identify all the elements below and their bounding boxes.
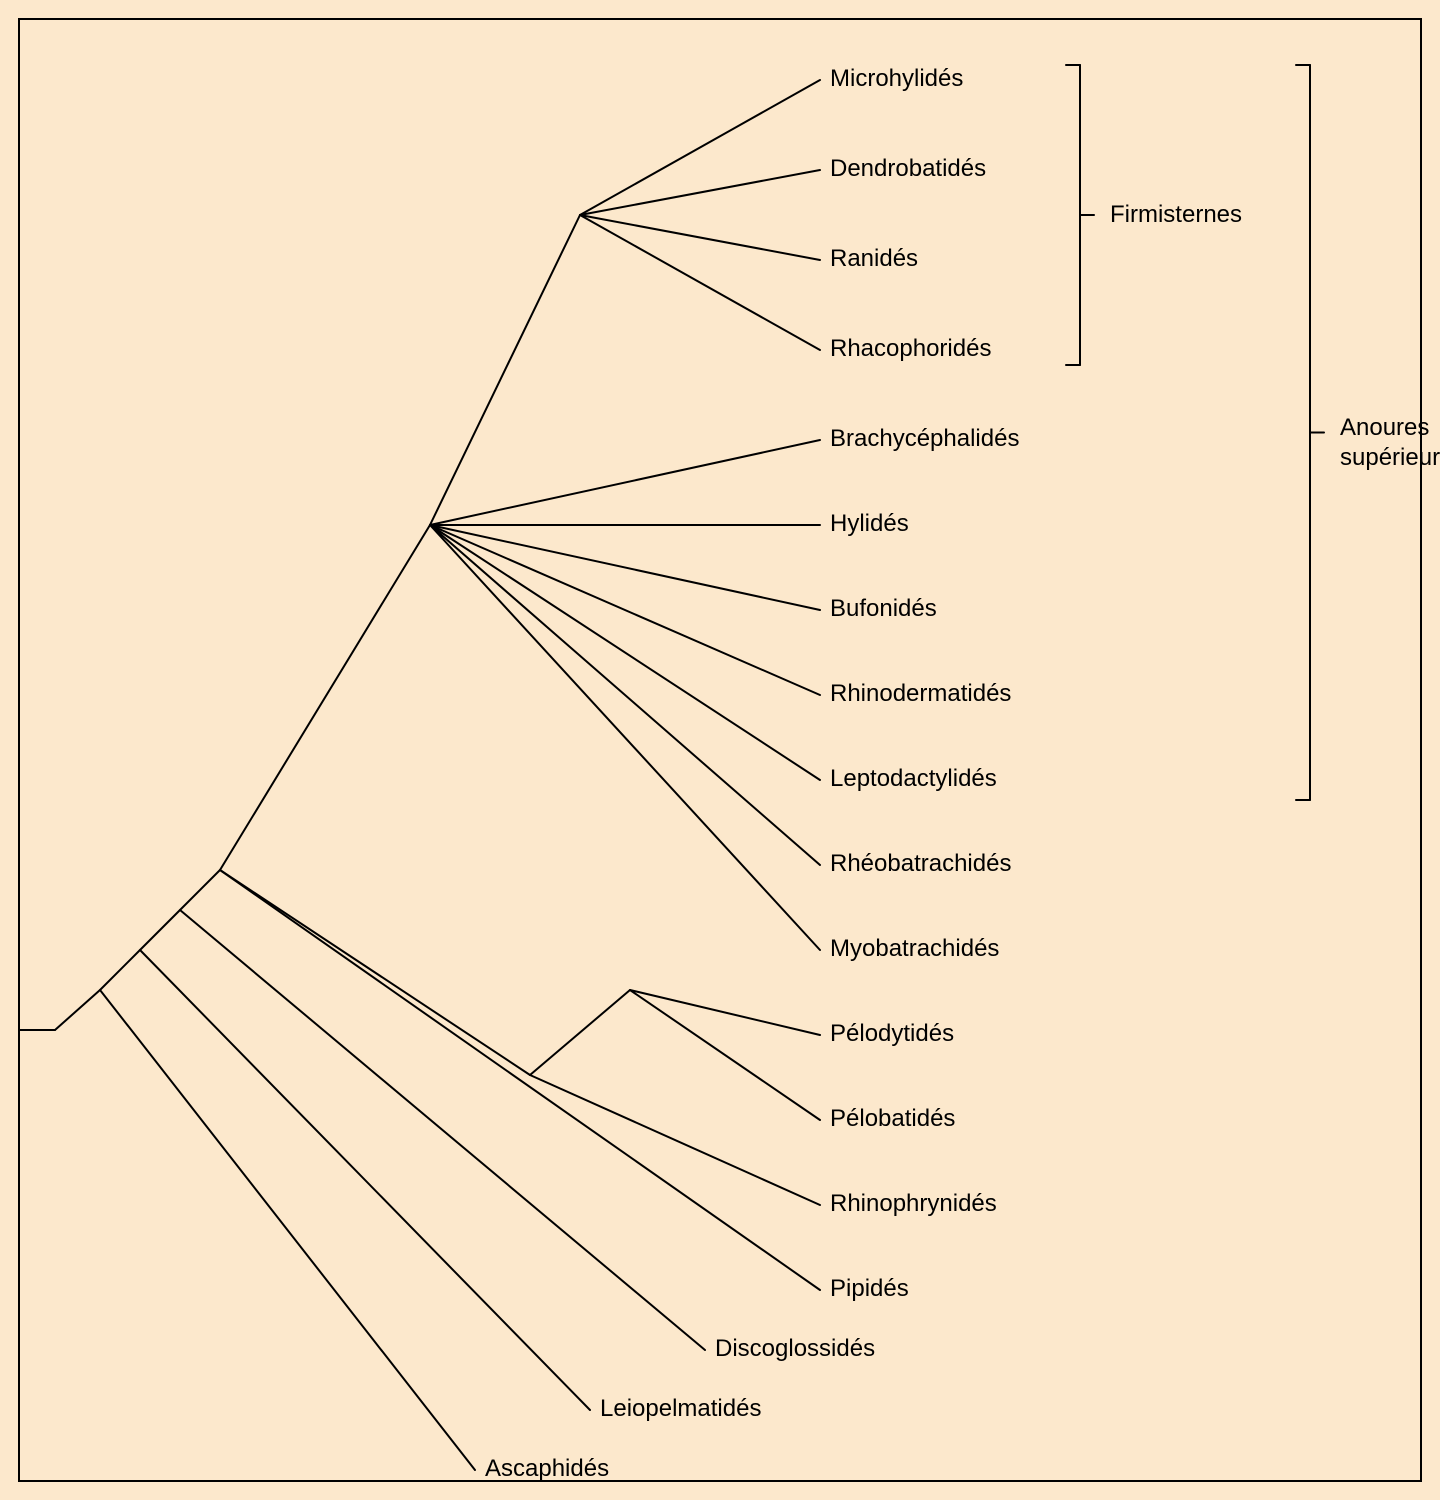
group-anoures_superieurs: Anouressupérieurs bbox=[1340, 413, 1440, 473]
taxon-hylides: Hylidés bbox=[830, 510, 909, 538]
taxon-discoglossides: Discoglossidés bbox=[715, 1335, 875, 1363]
taxon-ranides: Ranidés bbox=[830, 245, 918, 273]
taxon-rhinophrynides: Rhinophrynidés bbox=[830, 1190, 997, 1218]
taxon-pipides: Pipidés bbox=[830, 1275, 909, 1303]
group-firmisternes: Firmisternes bbox=[1110, 200, 1242, 230]
taxon-rhacophorides: Rhacophoridés bbox=[830, 335, 991, 363]
taxon-rhinodermatides: Rhinodermatidés bbox=[830, 680, 1011, 708]
taxon-ascaphides: Ascaphidés bbox=[485, 1455, 609, 1483]
taxon-brachycephalides: Brachycéphalidés bbox=[830, 425, 1019, 453]
taxon-pelodytides: Pélodytidés bbox=[830, 1020, 954, 1048]
diagram-frame bbox=[18, 18, 1422, 1482]
taxon-myobatrachides: Myobatrachidés bbox=[830, 935, 999, 963]
taxon-dendrobatides: Dendrobatidés bbox=[830, 155, 986, 183]
taxon-microhylides: Microhylidés bbox=[830, 65, 963, 93]
taxon-leiopelmatides: Leiopelmatidés bbox=[600, 1395, 761, 1423]
taxon-leptodactylides: Leptodactylidés bbox=[830, 765, 997, 793]
phylogeny-container: Microhylidés Dendrobatidés Ranidés Rhacopho… bbox=[0, 0, 1440, 1500]
taxon-bufonides: Bufonidés bbox=[830, 595, 937, 623]
taxon-rheobatrachides: Rhéobatrachidés bbox=[830, 850, 1011, 878]
taxon-pelobatides: Pélobatidés bbox=[830, 1105, 955, 1133]
